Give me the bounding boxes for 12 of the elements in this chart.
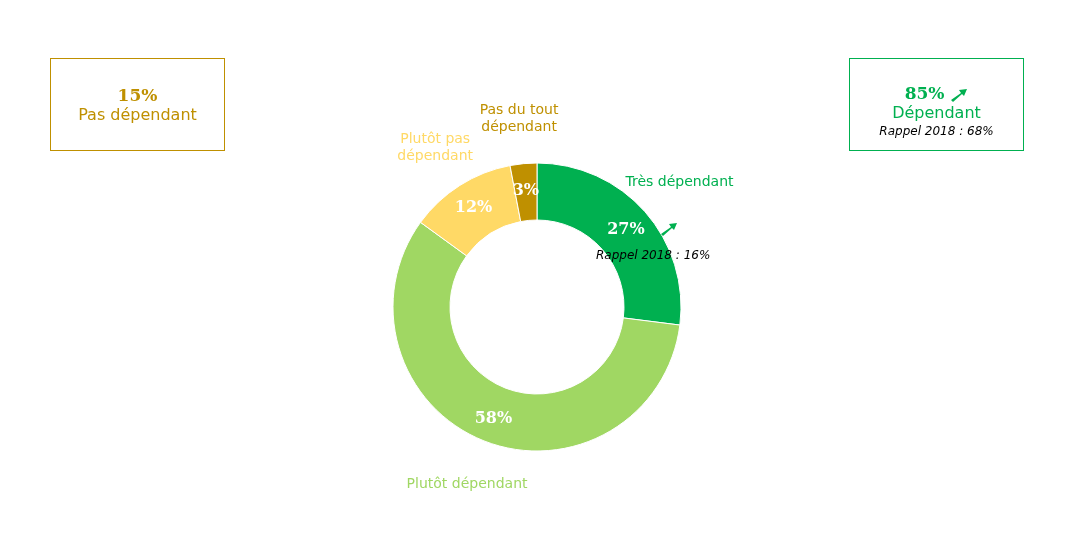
text: Pas dépendant — [77, 105, 198, 124]
data-label: 12% — [454, 197, 493, 217]
text: 15% — [116, 85, 159, 105]
text: 85% — [903, 83, 946, 103]
slice-label: Plutôt dépendant — [405, 475, 529, 493]
slice-label: Pas du tout dépendant — [479, 100, 559, 134]
data-label: 27% — [607, 219, 645, 239]
slice-label: Plutôt pas dépendant — [397, 129, 474, 163]
data-label: 58% — [474, 407, 513, 427]
slice-label: Très dépendant — [624, 172, 735, 190]
text: Dépendant — [891, 103, 982, 122]
text: Rappel 2018 : 68% — [878, 124, 995, 138]
